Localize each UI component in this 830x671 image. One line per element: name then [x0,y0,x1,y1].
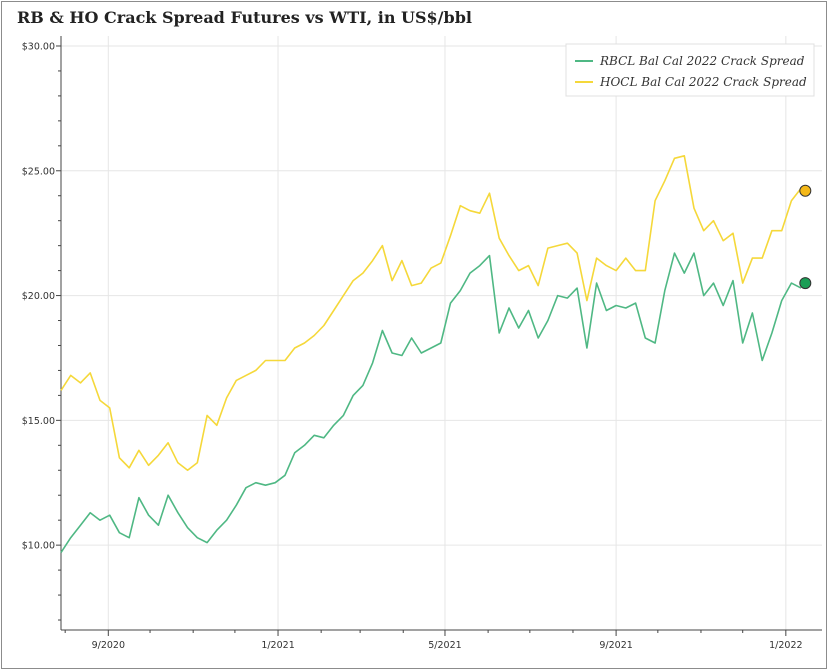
axis-layer: $10.00 $15.00 $20.00 $25.00 $30.00 9/2020 1/20… [22,36,822,651]
legend-label-1: RBCL Bal Cal 2022 Crack Spread [599,54,805,68]
x-tick-label: 1/2022 [769,640,802,651]
y-tick-label: $25.00 [22,166,55,177]
legend-label-2: HOCL Bal Cal 2022 Crack Spread [599,75,807,89]
x-tick-label: 5/2021 [428,640,461,651]
x-tick-label: 9/2021 [599,640,632,651]
y-tick-label: $10.00 [22,541,55,552]
series-end-marker-2 [799,184,812,197]
series-line-2 [60,155,802,472]
y-tick-label: $20.00 [22,291,55,302]
x-tick-label: 1/2021 [261,640,294,651]
x-tick-label: 9/2020 [92,640,125,651]
chart-title: RB & HO Crack Spread Futures vs WTI, in … [17,8,472,27]
y-tick-label: $15.00 [22,416,55,427]
legend-box [565,43,815,97]
series-layer [60,155,812,554]
legend: RBCL Bal Cal 2022 Crack Spread HOCL Bal C… [565,43,815,97]
series-line-1 [60,252,802,554]
grid-layer [61,36,822,630]
y-tick-label: $30.00 [22,41,55,52]
series-end-marker-1 [799,277,812,290]
